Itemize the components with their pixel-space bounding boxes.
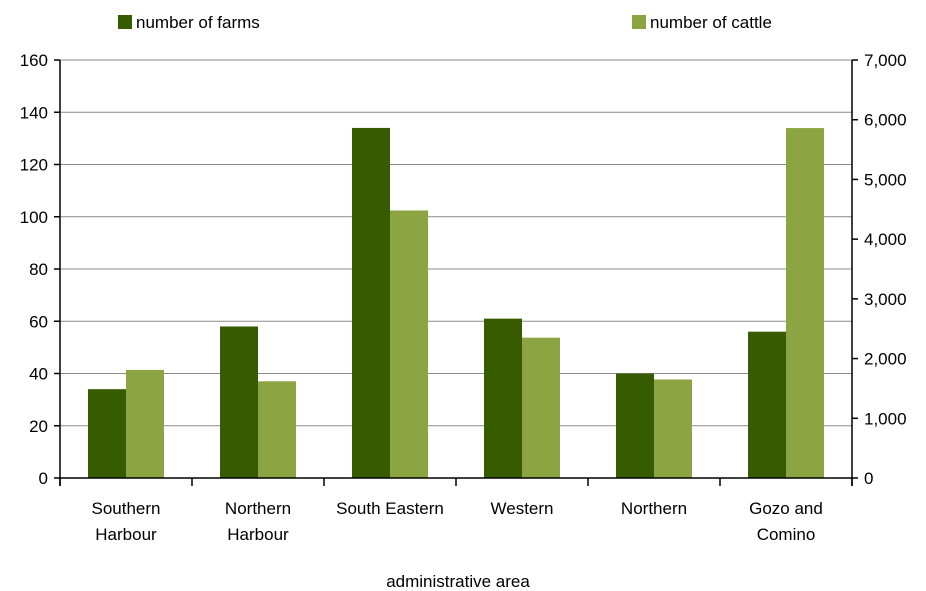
right-tick-label: 7,000 <box>864 51 907 70</box>
category-label-line: Northern <box>621 499 687 518</box>
right-tick-label: 0 <box>864 469 873 488</box>
right-tick-label: 6,000 <box>864 111 907 130</box>
bars <box>88 127 824 479</box>
x-axis-title: administrative area <box>386 572 530 591</box>
right-tick-label: 4,000 <box>864 230 907 249</box>
left-tick-label: 0 <box>39 469 48 488</box>
right-tick-label: 1,000 <box>864 409 907 428</box>
category-label: Northern <box>621 499 687 518</box>
bar-farms <box>88 389 126 478</box>
category-label: South Eastern <box>336 499 444 518</box>
category-label-line: Harbour <box>227 525 289 544</box>
category-labels: Southern Harbour Northern Harbour South East… <box>92 499 823 544</box>
legend-swatch-cattle <box>632 15 646 29</box>
category-label-line: Gozo and <box>749 499 823 518</box>
legend: number of farms number of cattle <box>118 13 772 32</box>
bar-farms <box>352 127 390 479</box>
right-axis-ticks: 0 1,000 2,000 3,000 4,000 5,000 6,000 7,000 <box>852 51 907 488</box>
left-tick-label: 140 <box>20 103 48 122</box>
category-label-line: Southern <box>92 499 161 518</box>
category-label: Western <box>491 499 554 518</box>
left-tick-label: 100 <box>20 208 48 227</box>
bar-cattle <box>126 369 164 478</box>
left-tick-label: 120 <box>20 156 48 175</box>
left-tick-label: 60 <box>29 312 48 331</box>
bar-cattle <box>258 381 296 478</box>
category-label-line: Northern <box>225 499 291 518</box>
bar-farms <box>616 373 654 478</box>
legend-label-cattle: number of cattle <box>650 13 772 32</box>
left-tick-label: 40 <box>29 365 48 384</box>
left-tick-label: 20 <box>29 417 48 436</box>
left-tick-label: 80 <box>29 260 48 279</box>
legend-label-farms: number of farms <box>136 13 260 32</box>
category-label: Southern Harbour <box>92 499 161 544</box>
gridlines <box>60 59 852 427</box>
left-axis-ticks: 0 20 40 60 80 100 120 140 160 <box>20 51 60 488</box>
bar-cattle <box>654 379 692 478</box>
right-tick-label: 5,000 <box>864 170 907 189</box>
category-label: Gozo and Comino <box>749 499 823 544</box>
category-label-line: Western <box>491 499 554 518</box>
category-label: Northern Harbour <box>225 499 291 544</box>
bar-farms <box>220 326 258 478</box>
axes <box>59 60 853 486</box>
bar-cattle <box>522 337 560 478</box>
bar-cattle <box>786 128 824 478</box>
left-tick-label: 160 <box>20 51 48 70</box>
category-label-line: Comino <box>757 525 816 544</box>
right-tick-label: 3,000 <box>864 290 907 309</box>
bar-cattle <box>390 210 428 479</box>
bar-farms <box>484 318 522 478</box>
right-tick-label: 2,000 <box>864 350 907 369</box>
bar-farms <box>748 331 786 478</box>
legend-swatch-farms <box>118 15 132 29</box>
category-label-line: South Eastern <box>336 499 444 518</box>
category-label-line: Harbour <box>95 525 157 544</box>
